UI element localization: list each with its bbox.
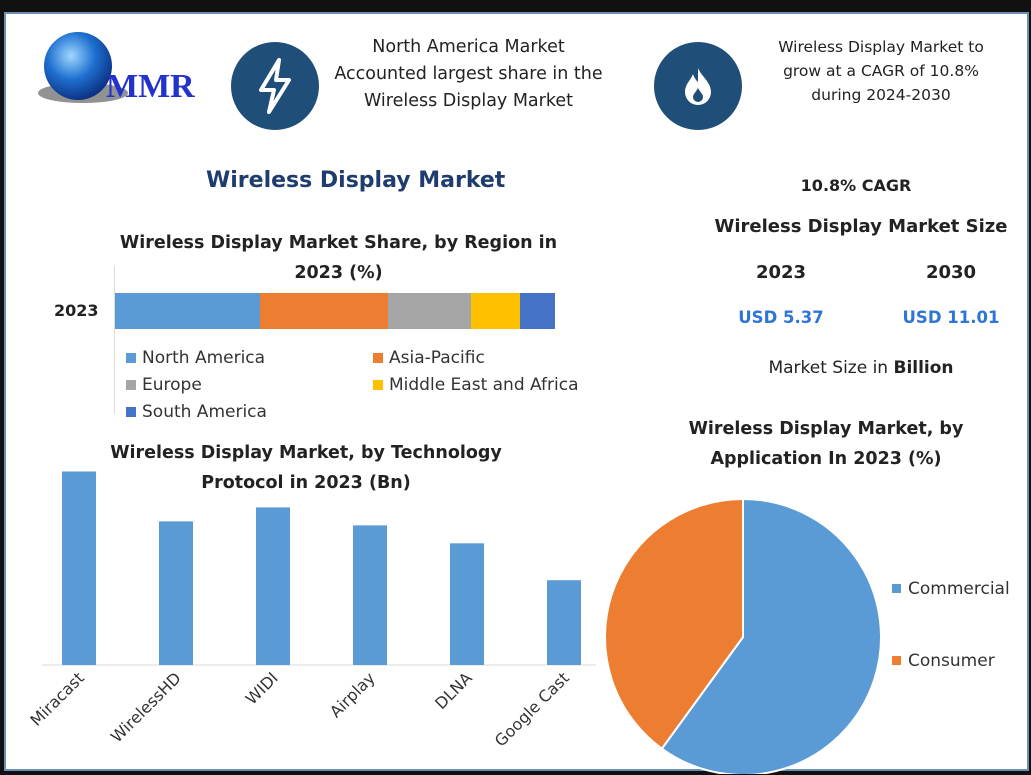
tech-bar-chart: Miracast WirelessHD WIDI Airplay DLNA Google … [26, 471, 596, 750]
application-chart-title: Wireless Display Market, by Application … [688, 419, 964, 469]
region-axis [114, 266, 115, 414]
legend-swatch [373, 353, 383, 363]
year-2030: 2030 [925, 262, 977, 283]
region-segment-middle-east-and-africa [471, 293, 520, 329]
value-2023: USD 5.37 [738, 308, 824, 327]
tech-bar-wirelesshd [159, 521, 193, 665]
tech-bar-airplay [353, 525, 387, 665]
region-legend-item: North America [126, 348, 265, 368]
legend-swatch [126, 353, 136, 363]
region-category-label: 2023 [54, 301, 99, 320]
mmr-logo: MMR [28, 28, 213, 118]
cagr-label: 10.8% CAGR [800, 176, 912, 195]
lightning-icon [231, 42, 319, 130]
region-legend-item: South America [126, 402, 267, 422]
region-legend-item: Middle East and Africa [373, 375, 579, 395]
legend-label: Europe [142, 375, 202, 395]
pie-legend-swatch [892, 584, 901, 593]
market-size-title: Wireless Display Market Size [714, 216, 1008, 237]
region-chart-title: Wireless Display Market Share, by Region… [119, 233, 558, 283]
tech-bar-widi [256, 507, 290, 665]
legend-swatch [126, 380, 136, 390]
application-pie-chart: Commercial Consumer [604, 497, 1010, 774]
globe-icon [38, 32, 128, 103]
region-segment-asia-pacific [260, 293, 388, 329]
legend-swatch [373, 380, 383, 390]
value-2030: USD 11.01 [902, 308, 1000, 327]
infographic: MMR North America Market Accounted large… [4, 12, 1029, 774]
tech-tick-label: WIDI [242, 668, 282, 708]
tech-tick-label: WirelessHD [107, 668, 185, 746]
note-unit: Billion [893, 358, 954, 378]
pie-slice-consumer [604, 497, 744, 751]
region-segment-europe [387, 293, 472, 329]
legend-label: South America [142, 402, 267, 422]
tech-bar-dlna [450, 543, 484, 665]
note-prefix: Market Size in [768, 358, 894, 378]
tech-tick-label: DLNA [431, 668, 476, 713]
legend-label: North America [142, 348, 266, 368]
region-segment-south-america [519, 293, 555, 329]
flame-icon [654, 42, 742, 130]
market-size-note: Market Size in Billion [746, 358, 976, 378]
logo-text: MMR [106, 68, 195, 105]
pie-legend-swatch [892, 656, 901, 665]
main-title: Wireless Display Market [206, 168, 506, 193]
region-legend-item: Asia-Pacific [373, 348, 485, 368]
tech-tick-label: Miracast [26, 668, 87, 729]
tech-tick-label: Google Cast [491, 668, 573, 750]
info-cagr: Wireless Display Market to grow at a CAG… [778, 38, 984, 104]
legend-label: Asia-Pacific [389, 348, 485, 368]
region-legend-item: Europe [126, 375, 202, 395]
tech-chart-title: Wireless Display Market, by Technology P… [110, 443, 502, 493]
legend-swatch [126, 407, 136, 417]
pie-legend-label: Consumer [908, 651, 995, 671]
tech-tick-label: Airplay [326, 668, 379, 721]
pie-legend-label: Commercial [908, 579, 1010, 599]
region-segment-north-america [115, 293, 261, 329]
year-2023: 2023 [755, 262, 807, 283]
info-north-america: North America Market Accounted largest s… [334, 37, 603, 111]
region-stacked-bar [115, 293, 555, 329]
pie-slice-commercial [660, 497, 882, 774]
tech-bar-miracast [62, 471, 96, 665]
tech-bar-google-cast [547, 580, 581, 665]
legend-label: Middle East and Africa [389, 375, 579, 395]
